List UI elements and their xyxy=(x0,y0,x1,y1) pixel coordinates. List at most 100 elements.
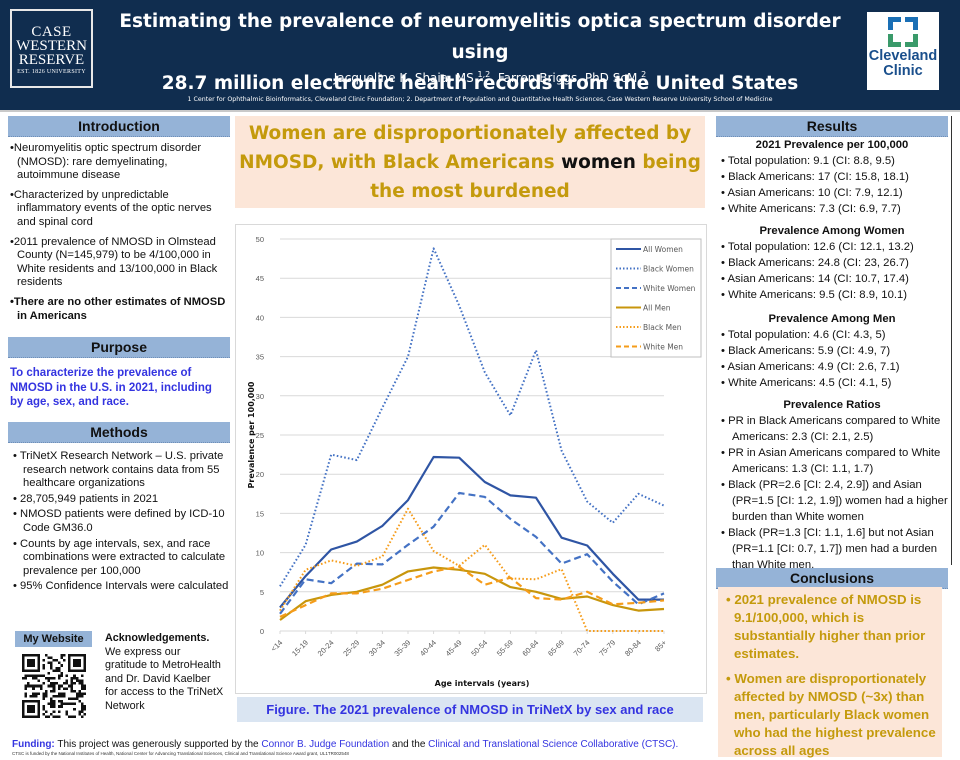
list-item: • White Americans: 9.5 (CI: 8.9, 10.1) xyxy=(721,289,908,301)
series-line-all-women xyxy=(279,455,664,609)
list-item: • Total population: 9.1 (CI: 8.8, 9.5) xyxy=(721,155,895,167)
series-line-white-women xyxy=(279,491,665,615)
acknowledgements-text: We express our gratitude to MetroHealth … xyxy=(105,645,224,712)
legend-entry: All Women xyxy=(643,245,683,254)
results-heading: Results xyxy=(716,116,948,137)
purpose-text: To characterize the prevalence of NMOSD … xyxy=(10,367,212,408)
x-tick-label: 55-59 xyxy=(495,638,515,658)
x-tick-label: 40-44 xyxy=(418,638,438,658)
x-tick-label: 75-79 xyxy=(597,638,617,658)
legend-entry: White Women xyxy=(643,284,696,293)
chart-legend xyxy=(610,238,702,358)
my-website-label: My Website xyxy=(15,631,92,647)
title-line: Estimating the prevalence of neuromyelit… xyxy=(119,11,841,63)
y-tick-label: 40 xyxy=(256,313,264,322)
results-subheading: Prevalence Among Men xyxy=(768,313,896,325)
logo-text: WESTERN xyxy=(16,38,87,54)
x-tick-label: 35-39 xyxy=(392,638,412,658)
y-tick-label: 20 xyxy=(256,470,264,479)
list-item: • Black Americans: 17 (CI: 15.8, 18.1) xyxy=(721,171,909,183)
y-tick-label: 45 xyxy=(256,274,264,283)
results-panel: 2021 Prevalence per 100,000 • Total popu… xyxy=(715,116,952,571)
x-tick-label: 80-84 xyxy=(623,638,643,658)
logo-text: Cleveland xyxy=(868,48,938,64)
x-tick-label: 15-19 xyxy=(290,638,310,658)
introduction-list: •Neuromyelitis optic spectrum disorder (… xyxy=(8,142,230,329)
list-item: • Women are disproportionately affected … xyxy=(726,671,936,758)
key-takeaway: Women are disproportionately affected by… xyxy=(235,116,705,208)
poster-title: Estimating the prevalence of neuromyelit… xyxy=(100,6,860,99)
series-line-black-women xyxy=(279,247,665,587)
x-tick-label: 30-34 xyxy=(367,638,387,658)
list-item: • White Americans: 4.5 (CI: 4.1, 5) xyxy=(721,377,892,389)
list-item: • 95% Confidence Intervals were calculat… xyxy=(13,580,229,593)
y-tick-label: 5 xyxy=(260,588,264,597)
list-item: • 28,705,949 patients in 2021 xyxy=(13,492,159,505)
cleveland-clinic-mark-icon xyxy=(888,17,918,47)
y-axis-label: Prevalence per 100,000 xyxy=(247,381,256,488)
list-item: • 2021 prevalence of NMOSD is 9.1/100,00… xyxy=(726,592,926,661)
legend-entry: Black Women xyxy=(643,265,694,274)
qr-code[interactable] xyxy=(22,654,86,718)
list-item: • NMOSD patients were defined by ICD-10 … xyxy=(13,508,225,534)
list-item: •Characterized by unpredictable inflamma… xyxy=(10,188,212,228)
list-item: • Asian Americans: 4.9 (CI: 2.6, 7.1) xyxy=(721,361,900,373)
logo-text: Clinic xyxy=(883,63,923,79)
results-subheading: Prevalence Ratios xyxy=(783,399,881,411)
takeaway-highlight: women xyxy=(561,152,636,173)
methods-list: • TriNetX Research Network – U.S. privat… xyxy=(8,450,230,596)
x-tick-label: 45-49 xyxy=(444,638,464,658)
list-item: •2011 prevalence of NMOSD in Olmstead Co… xyxy=(10,235,218,289)
ctsc-link[interactable]: Clinical and Translational Science Colla… xyxy=(428,739,679,750)
x-tick-label: 60-64 xyxy=(520,638,540,658)
funding-text: and the xyxy=(389,739,429,750)
x-tick-label: 85+ xyxy=(653,638,669,654)
list-item: • Asian Americans: 14 (CI: 10.7, 17.4) xyxy=(721,273,909,285)
foundation-link[interactable]: Connor B. Judge Foundation xyxy=(261,739,390,750)
list-item: • TriNetX Research Network – U.S. privat… xyxy=(13,450,224,490)
list-item: • Black (PR=2.6 [CI: 2.4, 2.9]) and Asia… xyxy=(721,479,948,523)
series-line-white-men xyxy=(279,565,665,618)
conclusions-heading: Conclusions xyxy=(716,568,948,589)
methods-heading: Methods xyxy=(8,422,230,443)
legend-entry: White Men xyxy=(643,343,683,352)
logo-text: EST. 1826 UNIVERSITY xyxy=(17,69,86,75)
funding-label: Funding: xyxy=(12,739,55,750)
author-name: , Farren Briggs, PhD ScM xyxy=(490,71,642,85)
results-subheading: Prevalence Among Women xyxy=(759,225,905,237)
y-tick-label: 35 xyxy=(256,353,264,362)
author-affil: 2 xyxy=(641,70,647,79)
figure-caption: Figure. The 2021 prevalence of NMOSD in … xyxy=(237,697,703,722)
purpose-heading: Purpose xyxy=(8,337,230,358)
y-tick-label: 15 xyxy=(256,509,264,518)
list-item: • Total population: 12.6 (CI: 12.1, 13.2… xyxy=(721,241,914,253)
y-tick-label: 30 xyxy=(256,392,264,401)
cwru-logo: CASE WESTERN RESERVE EST. 1826 UNIVERSIT… xyxy=(10,9,93,88)
funding: Funding: This project was generously sup… xyxy=(12,739,678,750)
acknowledgements-heading: Acknowledgements. xyxy=(105,632,210,644)
author-affil: 1,2 xyxy=(477,70,491,79)
funding-fine-print: CTSC is funded by the National Institute… xyxy=(12,751,349,756)
chart-svg: 0 5 10 15 20 25 30 35 40 45 50 <14 15-19 20-24 25-29 30… xyxy=(247,235,702,688)
list-item: • PR in Black Americans compared to Whit… xyxy=(721,415,941,443)
legend-entry: Black Men xyxy=(643,323,682,332)
x-tick-label: 20-24 xyxy=(316,638,336,658)
funding-text: This project was generously supported by… xyxy=(54,739,262,750)
results-list: • PR in Black Americans compared to Whit… xyxy=(715,413,949,573)
list-item: • Black (PR=1.3 [CI: 1.1, 1.6] but not A… xyxy=(721,527,938,571)
takeaway-text: being the most burdened xyxy=(370,152,701,202)
divider xyxy=(0,110,960,112)
list-item: • Black Americans: 24.8 (CI: 23, 26.7) xyxy=(721,257,909,269)
y-tick-label: 0 xyxy=(260,627,264,636)
y-tick-label: 50 xyxy=(256,235,264,244)
x-tick-label: 50-54 xyxy=(469,638,489,658)
x-tick-label: 65-69 xyxy=(546,638,566,658)
conclusions-panel: • 2021 prevalence of NMOSD is 9.1/100,00… xyxy=(718,587,942,758)
results-list: • Total population: 9.1 (CI: 8.8, 9.5) •… xyxy=(715,153,949,217)
series-line-black-men xyxy=(279,507,664,632)
list-item: •There are no other estimates of NMOSD i… xyxy=(10,295,226,322)
results-list: • Total population: 4.6 (CI: 4.3, 5) • B… xyxy=(715,327,949,391)
logo-text: CASE xyxy=(31,24,72,40)
list-item: • Total population: 4.6 (CI: 4.3, 5) xyxy=(721,329,886,341)
authors: Jacqueline K. Shaia, MS 1,2, Farren Brig… xyxy=(100,70,880,85)
